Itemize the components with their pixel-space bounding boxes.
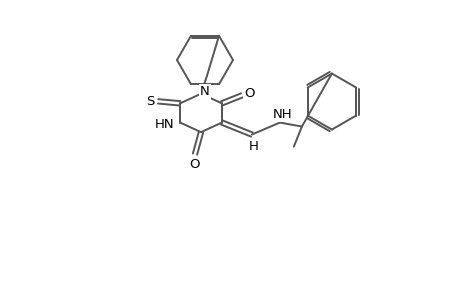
Text: H: H	[248, 140, 258, 153]
Text: O: O	[244, 87, 255, 100]
Text: S: S	[146, 95, 154, 108]
Text: NH: NH	[273, 108, 292, 121]
Text: HN: HN	[154, 118, 174, 131]
Text: O: O	[190, 158, 200, 171]
Text: N: N	[200, 85, 209, 98]
